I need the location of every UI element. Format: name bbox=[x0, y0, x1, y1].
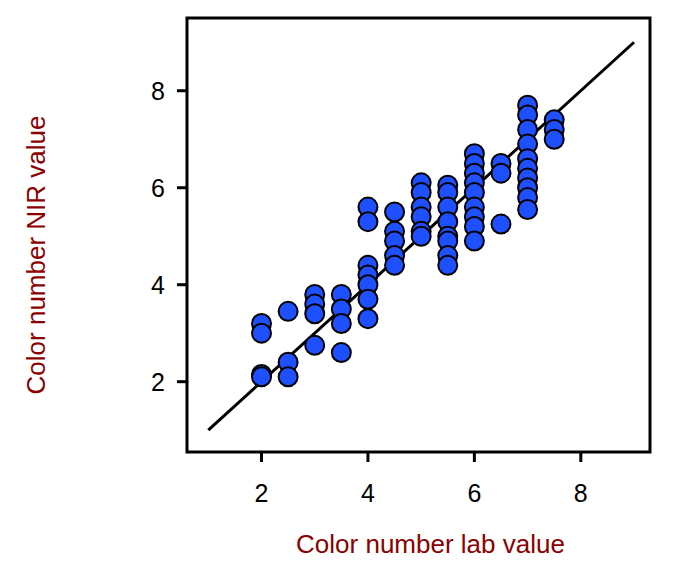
x-axis-label: Color number lab value bbox=[296, 529, 565, 559]
y-tick-label: 8 bbox=[151, 77, 165, 105]
x-tick-label: 4 bbox=[361, 479, 375, 507]
y-tick-label: 4 bbox=[151, 271, 165, 299]
scatter-point bbox=[279, 302, 298, 321]
x-tick-label: 2 bbox=[255, 479, 269, 507]
scatter-point bbox=[465, 232, 484, 251]
scatter-point bbox=[305, 336, 324, 355]
scatter-point bbox=[252, 324, 271, 343]
scatter-point bbox=[518, 200, 537, 219]
y-tick bbox=[177, 283, 187, 286]
scatter-point bbox=[358, 309, 377, 328]
chart-container: 2 4 6 8 2 4 6 8 Color number lab value Color numb… bbox=[0, 0, 698, 565]
y-tick bbox=[177, 89, 187, 92]
scatter-point bbox=[412, 227, 431, 246]
scatter-point bbox=[545, 130, 564, 149]
scatter-point bbox=[332, 314, 351, 333]
chart-svg: 2 4 6 8 2 4 6 8 Color number lab value Color numb… bbox=[0, 0, 698, 565]
scatter-point bbox=[279, 367, 298, 386]
x-tick bbox=[579, 452, 582, 462]
scatter-point bbox=[385, 202, 404, 221]
scatter-point bbox=[305, 304, 324, 323]
x-tick-label: 6 bbox=[467, 479, 481, 507]
plot-frame bbox=[187, 18, 650, 452]
y-axis-label: Color number NIR value bbox=[21, 116, 51, 395]
reference-line bbox=[208, 42, 634, 430]
scatter-point bbox=[358, 290, 377, 309]
x-tick bbox=[366, 452, 369, 462]
scatter-point bbox=[491, 164, 510, 183]
scatter-point bbox=[358, 212, 377, 231]
y-tick-label: 2 bbox=[151, 368, 165, 396]
y-tick bbox=[177, 380, 187, 383]
scatter-point bbox=[332, 343, 351, 362]
scatter-point bbox=[491, 215, 510, 234]
plot-area bbox=[208, 42, 634, 430]
y-tick-label: 6 bbox=[151, 174, 165, 202]
scatter-point bbox=[385, 256, 404, 275]
x-tick-label: 8 bbox=[574, 479, 588, 507]
y-tick bbox=[177, 186, 187, 189]
scatter-point bbox=[252, 367, 271, 386]
x-tick bbox=[473, 452, 476, 462]
x-tick bbox=[260, 452, 263, 462]
scatter-point bbox=[438, 256, 457, 275]
